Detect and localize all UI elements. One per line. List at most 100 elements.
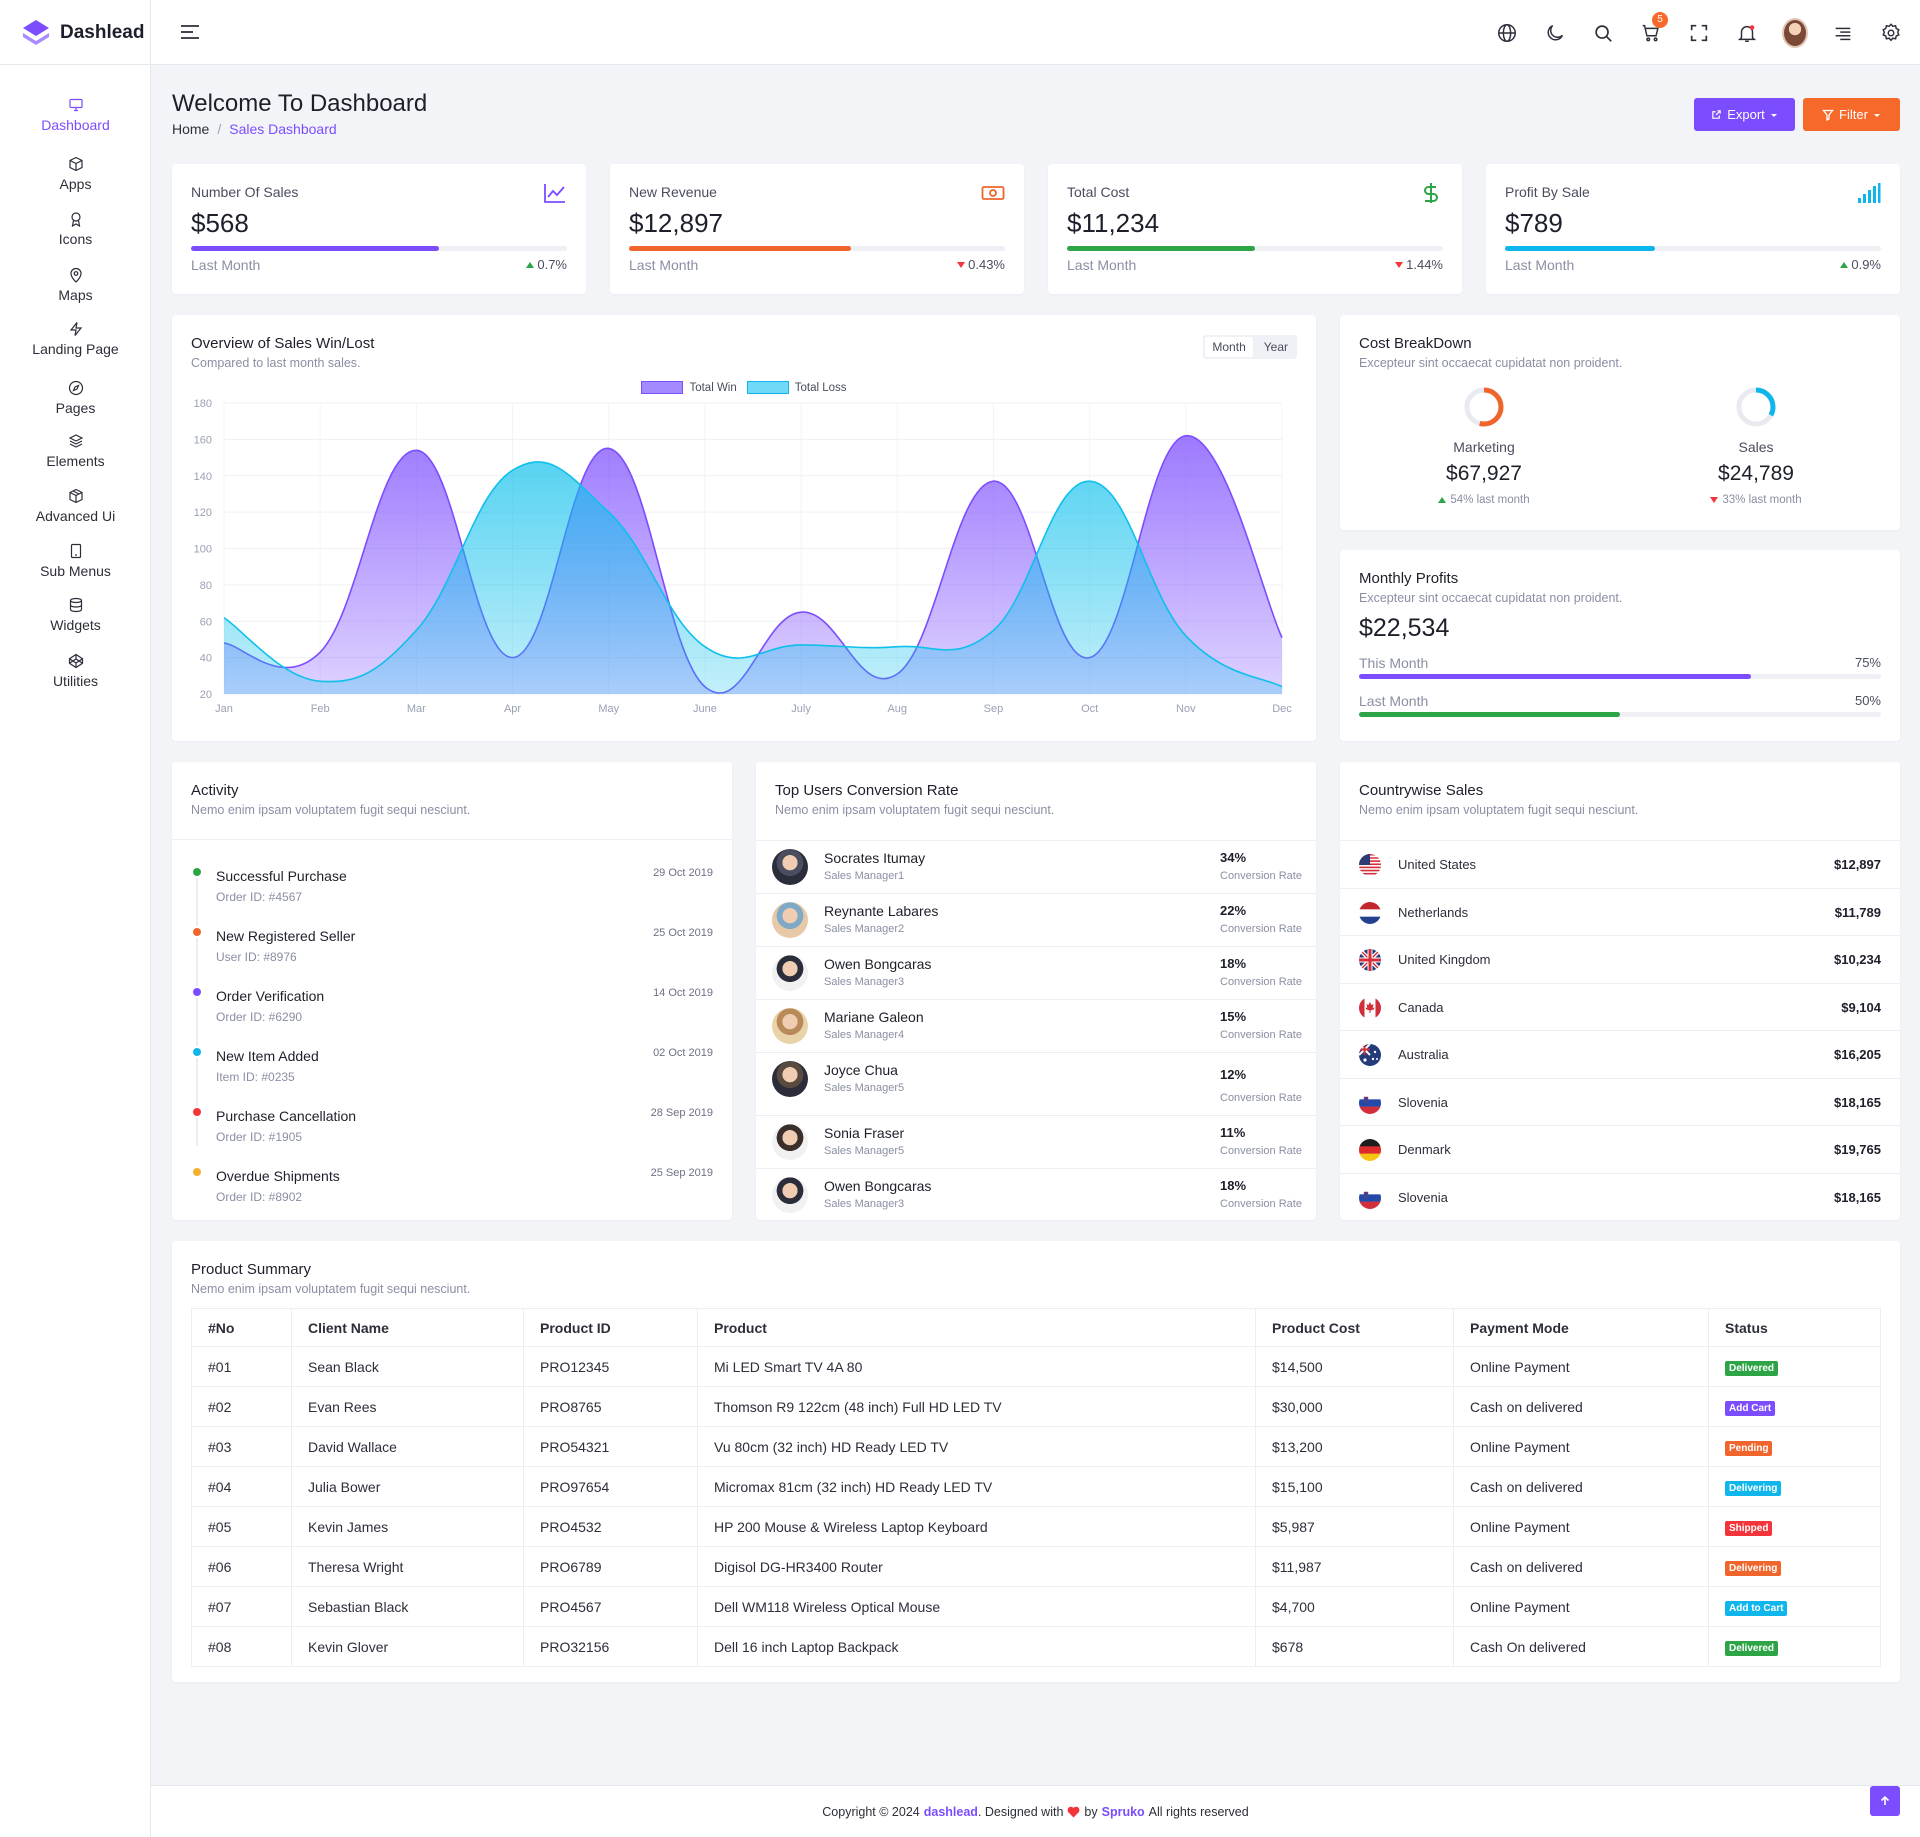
cell-client: Sean Black: [291, 1346, 524, 1387]
sidebar-item-landing-page[interactable]: Landing Page: [0, 309, 151, 369]
brand[interactable]: Dashlead: [0, 0, 151, 65]
cell-product: Digisol DG-HR3400 Router: [697, 1546, 1256, 1587]
menu-toggle-icon[interactable]: [178, 20, 202, 44]
cell-status: Add Cart: [1708, 1386, 1881, 1427]
cell-product: Dell WM118 Wireless Optical Mouse: [697, 1586, 1256, 1627]
legend-item-loss[interactable]: Total Loss: [746, 381, 847, 394]
export-button[interactable]: Export: [1694, 98, 1795, 131]
activity-date: 25 Oct 2019: [653, 927, 713, 939]
status-badge: Shipped: [1725, 1520, 1773, 1536]
align-right-icon: [1835, 27, 1851, 40]
cell-cost: $14,500: [1255, 1346, 1454, 1387]
x-tick-label: May: [598, 703, 619, 715]
country-row[interactable]: Slovenia $18,165: [1340, 1077, 1900, 1125]
country-row[interactable]: Denmark $19,765: [1340, 1125, 1900, 1172]
conversion-row[interactable]: Sonia Fraser Sales Manager5 11% Conversion …: [756, 1115, 1316, 1168]
cell-payment: Online Payment: [1453, 1426, 1709, 1467]
signal-bars-icon: [1858, 183, 1881, 203]
package-icon: [68, 488, 83, 504]
stat-progress: [191, 246, 567, 251]
y-tick-label: 160: [194, 434, 212, 446]
breadcrumb-current: Sales Dashboard: [229, 121, 337, 137]
conversion-row[interactable]: Owen Bongcaras Sales Manager3 18% Conversio…: [756, 946, 1316, 999]
si-flag-icon: [1359, 1091, 1381, 1114]
language-button[interactable]: [1494, 20, 1520, 46]
conversion-row[interactable]: Reynante Labares Sales Manager2 22% Convers…: [756, 893, 1316, 946]
cell-no: #08: [191, 1626, 292, 1667]
activity-item[interactable]: Order Verification Order ID: #6290 14 Oct …: [172, 983, 732, 1043]
stat-card-cost: Total Cost $11,234 Last Month 1.44%: [1048, 164, 1462, 294]
compass-icon: [68, 380, 83, 396]
toggle-year[interactable]: Year: [1263, 340, 1288, 354]
theme-toggle-button[interactable]: [1542, 20, 1568, 46]
activity-title: New Item Added: [216, 1048, 319, 1064]
sidebar-item-icons[interactable]: Icons: [0, 199, 151, 259]
activity-item[interactable]: Successful Purchase Order ID: #4567 29 Oct…: [172, 863, 732, 923]
toggle-month[interactable]: Month: [1205, 337, 1253, 357]
country-value: $11,789: [1834, 904, 1881, 920]
profile-button[interactable]: [1782, 17, 1808, 48]
sidebar-item-apps[interactable]: Apps: [0, 144, 151, 204]
sidebar-item-pages[interactable]: Pages: [0, 368, 151, 428]
user-name: Mariane Galeon: [824, 1009, 924, 1025]
footer-author-link[interactable]: Spruko: [1101, 1804, 1145, 1819]
cell-payment: Cash on delivered: [1453, 1546, 1709, 1587]
activity-date: 02 Oct 2019: [653, 1047, 713, 1059]
card-title: Countrywise Sales: [1359, 782, 1484, 799]
stat-change: 1.44%: [1395, 257, 1443, 272]
cost-change: 33% last month: [1676, 494, 1836, 506]
country-row[interactable]: Canada $9,104: [1340, 982, 1900, 1030]
sidebar-item-advanced-ui[interactable]: Advanced Ui: [0, 476, 151, 536]
sidebar-item-widgets[interactable]: Widgets: [0, 585, 151, 645]
activity-date: 14 Oct 2019: [653, 987, 713, 999]
country-row[interactable]: Slovenia $18,165: [1340, 1172, 1900, 1220]
activity-item[interactable]: New Item Added Item ID: #0235 02 Oct 2019: [172, 1043, 732, 1103]
globe-icon: [1498, 23, 1516, 42]
activity-item[interactable]: New Registered Seller User ID: #8976 25 Oc…: [172, 923, 732, 983]
legend-item-win[interactable]: Total Win: [641, 381, 737, 394]
footer-brand-link[interactable]: dashlead: [923, 1804, 978, 1819]
cell-pid: PRO8765: [523, 1386, 698, 1427]
activity-date: 29 Oct 2019: [653, 867, 713, 879]
country-name: United States: [1398, 857, 1477, 872]
area-chart: 20 40 60 80 100 120 140 160 180 Jan Feb Mar Apr May Ju…: [194, 398, 1293, 715]
filter-icon: [1822, 109, 1834, 121]
sidebar-item-utilities[interactable]: Utilities: [0, 641, 151, 701]
country-row[interactable]: Australia $16,205: [1340, 1030, 1900, 1077]
activity-date: 28 Sep 2019: [650, 1107, 713, 1119]
cell-client: Evan Rees: [291, 1386, 524, 1427]
conversion-row[interactable]: Mariane Galeon Sales Manager4 15% Conversio…: [756, 999, 1316, 1052]
avatar: [772, 1061, 808, 1097]
activity-sub: Order ID: #8902: [216, 1190, 303, 1204]
cart-icon: [1642, 24, 1659, 41]
country-row[interactable]: Netherlands $11,789: [1340, 887, 1900, 935]
top-header: Dashlead 5: [0, 0, 1920, 65]
conversion-row[interactable]: Socrates Itumay Sales Manager1 34% Conversi…: [756, 840, 1316, 893]
cell-client: David Wallace: [291, 1426, 524, 1467]
sidebar-item-dashboard[interactable]: Dashboard: [0, 85, 151, 145]
fullscreen-button[interactable]: [1686, 20, 1712, 46]
cell-no: #06: [191, 1546, 292, 1587]
country-row[interactable]: United Kingdom $10,234: [1340, 935, 1900, 982]
conversion-row[interactable]: Owen Bongcaras Sales Manager3 18% Conversio…: [756, 1168, 1316, 1221]
activity-item[interactable]: Purchase Cancellation Order ID: #1905 28 S…: [172, 1103, 732, 1163]
activity-item[interactable]: Overdue Shipments Order ID: #8902 25 Sep 2…: [172, 1163, 732, 1223]
country-row[interactable]: United States $12,897: [1340, 840, 1900, 887]
settings-button[interactable]: [1878, 20, 1904, 46]
sidebar-item-sub-menus[interactable]: Sub Menus: [0, 531, 151, 591]
cart-button[interactable]: 5: [1638, 11, 1668, 46]
bell-icon: [1737, 24, 1757, 42]
back-to-top-button[interactable]: [1870, 1786, 1900, 1816]
search-button[interactable]: [1590, 20, 1616, 46]
brand-name: Dashlead: [60, 21, 145, 43]
sidebar: Dashboard Apps Icons Maps Landing Page P…: [0, 65, 151, 1837]
card-title: Product Summary: [191, 1261, 312, 1278]
sidebar-item-elements[interactable]: Elements: [0, 421, 151, 481]
money-icon: [981, 186, 1005, 200]
sidebar-item-maps[interactable]: Maps: [0, 255, 151, 315]
filter-button[interactable]: Filter: [1803, 98, 1900, 131]
conversion-row[interactable]: Joyce Chua Sales Manager5 12% Conversion Ra…: [756, 1052, 1316, 1115]
notifications-button[interactable]: [1734, 20, 1760, 46]
breadcrumb-home[interactable]: Home: [172, 121, 210, 137]
right-sidebar-button[interactable]: [1830, 20, 1856, 46]
